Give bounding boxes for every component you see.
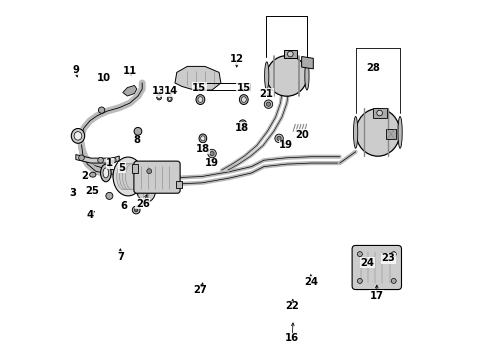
Text: 3: 3 <box>69 188 76 198</box>
Ellipse shape <box>199 134 206 143</box>
Text: 19: 19 <box>279 140 292 150</box>
Text: 21: 21 <box>259 89 273 99</box>
Ellipse shape <box>158 95 160 99</box>
Polygon shape <box>76 154 119 163</box>
Circle shape <box>274 134 283 143</box>
Ellipse shape <box>134 127 142 135</box>
Ellipse shape <box>145 168 153 174</box>
Bar <box>176 181 182 188</box>
Circle shape <box>207 149 216 158</box>
Text: 19: 19 <box>204 158 219 168</box>
Ellipse shape <box>120 163 133 190</box>
Ellipse shape <box>116 163 130 190</box>
Circle shape <box>98 157 103 163</box>
Ellipse shape <box>304 62 308 90</box>
Text: 25: 25 <box>85 186 99 196</box>
Ellipse shape <box>241 97 246 102</box>
Ellipse shape <box>122 163 136 190</box>
Circle shape <box>357 252 362 257</box>
Text: 28: 28 <box>366 63 380 73</box>
Text: 2: 2 <box>81 171 88 181</box>
Text: 15: 15 <box>192 82 206 93</box>
Circle shape <box>209 152 214 156</box>
Text: 4: 4 <box>86 210 93 220</box>
Ellipse shape <box>196 95 204 104</box>
Text: 24: 24 <box>360 258 373 268</box>
Ellipse shape <box>103 168 108 178</box>
FancyBboxPatch shape <box>134 161 180 193</box>
Ellipse shape <box>71 129 84 143</box>
Bar <box>132 164 138 173</box>
Text: 23: 23 <box>381 253 394 263</box>
Ellipse shape <box>74 132 81 140</box>
Text: 8: 8 <box>133 135 140 145</box>
Polygon shape <box>301 57 313 69</box>
Ellipse shape <box>264 62 268 90</box>
Circle shape <box>276 136 281 140</box>
Text: 26: 26 <box>136 199 149 209</box>
Ellipse shape <box>167 96 172 102</box>
Ellipse shape <box>98 107 104 113</box>
Circle shape <box>390 278 395 283</box>
Text: 12: 12 <box>229 54 243 64</box>
Polygon shape <box>175 66 221 90</box>
Ellipse shape <box>266 56 306 96</box>
Circle shape <box>390 252 395 257</box>
Text: 18: 18 <box>234 123 248 133</box>
Polygon shape <box>385 129 395 139</box>
Ellipse shape <box>89 172 96 177</box>
Text: 18: 18 <box>195 144 209 154</box>
Ellipse shape <box>168 97 171 100</box>
Polygon shape <box>122 85 137 96</box>
Text: 16: 16 <box>285 333 299 343</box>
Ellipse shape <box>156 94 161 100</box>
Circle shape <box>132 206 140 214</box>
FancyBboxPatch shape <box>351 246 401 289</box>
Circle shape <box>79 155 84 161</box>
Text: 11: 11 <box>122 66 137 76</box>
Text: 7: 7 <box>117 252 123 262</box>
Text: 1: 1 <box>106 158 113 168</box>
Text: 13: 13 <box>152 86 166 96</box>
Text: 17: 17 <box>369 291 383 301</box>
Ellipse shape <box>355 109 399 156</box>
Text: 15: 15 <box>236 82 250 93</box>
Ellipse shape <box>125 163 139 190</box>
Text: 20: 20 <box>294 130 308 140</box>
Circle shape <box>357 278 362 283</box>
Ellipse shape <box>240 122 244 127</box>
Ellipse shape <box>201 136 204 141</box>
Text: 10: 10 <box>97 73 111 83</box>
Circle shape <box>146 169 151 174</box>
Ellipse shape <box>136 176 155 202</box>
Circle shape <box>287 51 293 57</box>
Text: 6: 6 <box>120 202 127 211</box>
Text: 5: 5 <box>118 163 125 173</box>
Text: 22: 22 <box>285 301 298 311</box>
Ellipse shape <box>239 95 248 104</box>
Circle shape <box>376 110 382 116</box>
Circle shape <box>264 100 272 108</box>
Circle shape <box>134 208 138 212</box>
Polygon shape <box>372 108 386 118</box>
Ellipse shape <box>101 164 111 182</box>
Bar <box>284 50 296 58</box>
Ellipse shape <box>238 120 246 129</box>
Ellipse shape <box>353 117 357 148</box>
Ellipse shape <box>397 117 401 148</box>
Circle shape <box>105 192 113 199</box>
Ellipse shape <box>113 157 143 196</box>
Text: 9: 9 <box>72 65 79 75</box>
Text: 14: 14 <box>163 86 178 96</box>
Ellipse shape <box>198 97 203 102</box>
Circle shape <box>110 157 116 163</box>
Text: 24: 24 <box>303 276 317 287</box>
Circle shape <box>266 102 270 106</box>
Text: 27: 27 <box>193 285 207 295</box>
